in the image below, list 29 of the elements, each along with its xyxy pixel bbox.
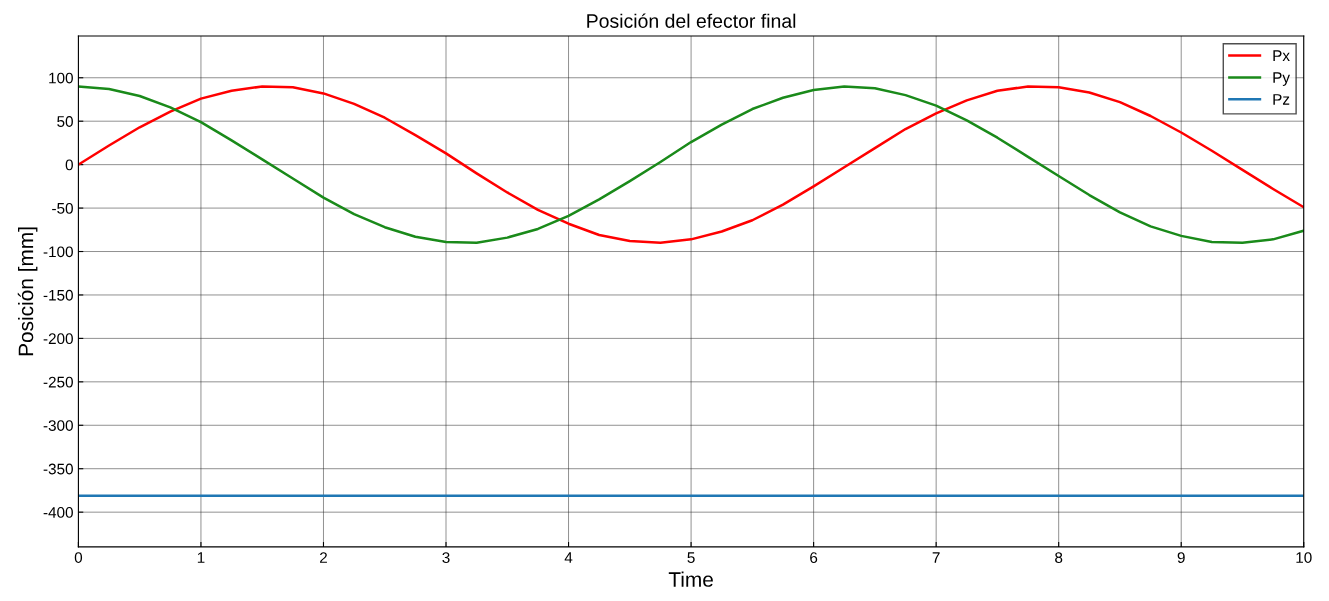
legend-label: Px [1273,50,1290,61]
legend-label: Pz [1273,94,1290,105]
y-tick-label: -300 [43,420,73,431]
x-tick-label: 8 [1055,552,1063,563]
x-tick-label: 5 [687,552,695,563]
legend-label: Py [1273,72,1290,86]
line-series [78,85,1304,245]
y-tick-label: 50 [57,116,73,127]
y-tick-label: 0 [65,159,73,171]
y-tick-label: -350 [43,463,73,475]
x-tick-label: 1 [197,552,205,563]
x-tick-label: 7 [932,552,940,563]
x-tick-label: 3 [442,552,450,563]
y-tick-label: -250 [43,376,73,388]
x-tick-label: 10 [1296,552,1312,563]
y-tick-label: -400 [43,507,73,518]
y-tick-label: 100 [49,72,73,84]
y-axis-title: Posición [mm] [17,227,38,356]
y-tick-label: -100 [43,246,73,258]
chart-title: Posición del efector final [587,13,796,28]
x-axis-title: Time [668,571,713,587]
y-tick-label: -200 [43,333,73,345]
x-tick-label: 9 [1177,552,1185,563]
y-tick-label: -150 [43,289,73,301]
x-tick-label: 4 [564,552,573,563]
y-tick-label: -50 [52,202,73,214]
x-tick-label: 0 [74,552,83,563]
x-tick-label: 6 [810,552,818,563]
x-tick-label: 2 [320,552,327,563]
